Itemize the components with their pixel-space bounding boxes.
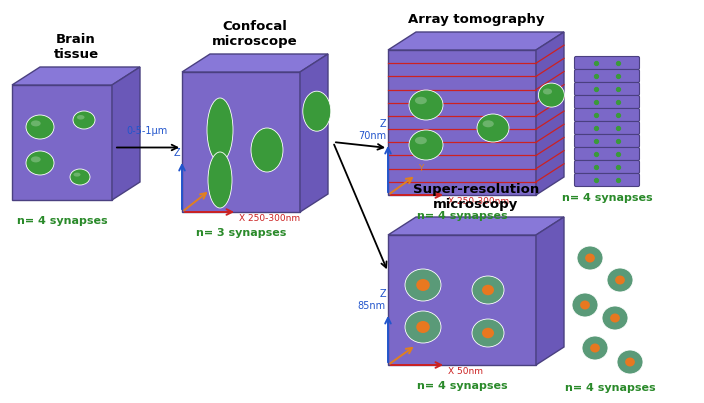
Polygon shape [388,32,564,50]
Ellipse shape [73,111,95,129]
Ellipse shape [580,301,590,310]
Ellipse shape [572,293,598,317]
Polygon shape [300,54,328,212]
Polygon shape [112,67,140,200]
Ellipse shape [77,115,84,120]
Text: Super-resolution
microscopy: Super-resolution microscopy [413,183,539,211]
Ellipse shape [610,314,620,322]
Ellipse shape [607,268,633,292]
Ellipse shape [26,115,54,139]
Text: Y: Y [418,164,423,173]
Ellipse shape [207,98,233,162]
Polygon shape [388,217,564,235]
FancyBboxPatch shape [574,83,639,96]
Ellipse shape [409,130,443,160]
Ellipse shape [416,321,429,333]
Ellipse shape [582,336,608,360]
Ellipse shape [615,276,625,285]
Text: n= 4 synapses: n= 4 synapses [562,193,653,203]
Ellipse shape [251,128,283,172]
FancyBboxPatch shape [574,160,639,174]
FancyBboxPatch shape [574,121,639,135]
Text: Z
85nm: Z 85nm [358,289,386,311]
Text: 0-5-1μm: 0-5-1μm [127,125,168,135]
Text: n= 4 synapses: n= 4 synapses [417,381,508,391]
Ellipse shape [585,253,595,262]
Ellipse shape [477,114,509,142]
Ellipse shape [415,97,427,104]
Ellipse shape [31,120,41,127]
Text: Y: Y [418,334,423,343]
Ellipse shape [73,172,80,177]
Text: n= 4 synapses: n= 4 synapses [17,216,107,226]
Text: Confocal
microscope: Confocal microscope [212,20,298,48]
Text: Z
70nm: Z 70nm [358,119,386,141]
Ellipse shape [303,91,331,131]
Ellipse shape [415,137,427,144]
Text: n= 4 synapses: n= 4 synapses [565,383,655,393]
Ellipse shape [483,120,494,127]
Ellipse shape [543,89,552,94]
Ellipse shape [482,285,494,295]
Text: X 250-300nm: X 250-300nm [448,197,509,206]
Polygon shape [182,54,328,72]
Ellipse shape [472,276,504,304]
Ellipse shape [409,90,443,120]
Ellipse shape [208,152,232,208]
Text: Z: Z [173,148,180,158]
Ellipse shape [625,357,635,366]
Polygon shape [12,85,112,200]
Ellipse shape [577,246,603,270]
FancyBboxPatch shape [574,174,639,187]
Text: n= 4 synapses: n= 4 synapses [417,211,508,221]
Text: Brain
tissue: Brain tissue [54,33,99,61]
Ellipse shape [31,156,41,162]
Polygon shape [536,32,564,195]
Ellipse shape [539,83,565,107]
Text: Y: Y [212,179,218,188]
FancyBboxPatch shape [574,56,639,69]
Ellipse shape [405,311,441,343]
Polygon shape [536,217,564,365]
Ellipse shape [602,306,628,330]
Ellipse shape [482,328,494,338]
FancyBboxPatch shape [574,135,639,147]
Ellipse shape [405,269,441,301]
Ellipse shape [617,350,643,374]
FancyBboxPatch shape [574,108,639,121]
FancyBboxPatch shape [574,69,639,83]
Ellipse shape [416,279,429,291]
FancyBboxPatch shape [574,96,639,108]
Text: X 50nm: X 50nm [448,367,483,376]
Text: Array tomography: Array tomography [408,13,544,26]
Ellipse shape [70,169,90,185]
Polygon shape [388,235,536,365]
Ellipse shape [472,319,504,347]
Ellipse shape [590,343,600,353]
Ellipse shape [26,151,54,175]
FancyBboxPatch shape [574,147,639,160]
Polygon shape [12,67,140,85]
Polygon shape [182,72,300,212]
Polygon shape [388,50,536,195]
Text: X 250-300nm: X 250-300nm [239,214,300,223]
Text: n= 3 synapses: n= 3 synapses [196,228,287,238]
